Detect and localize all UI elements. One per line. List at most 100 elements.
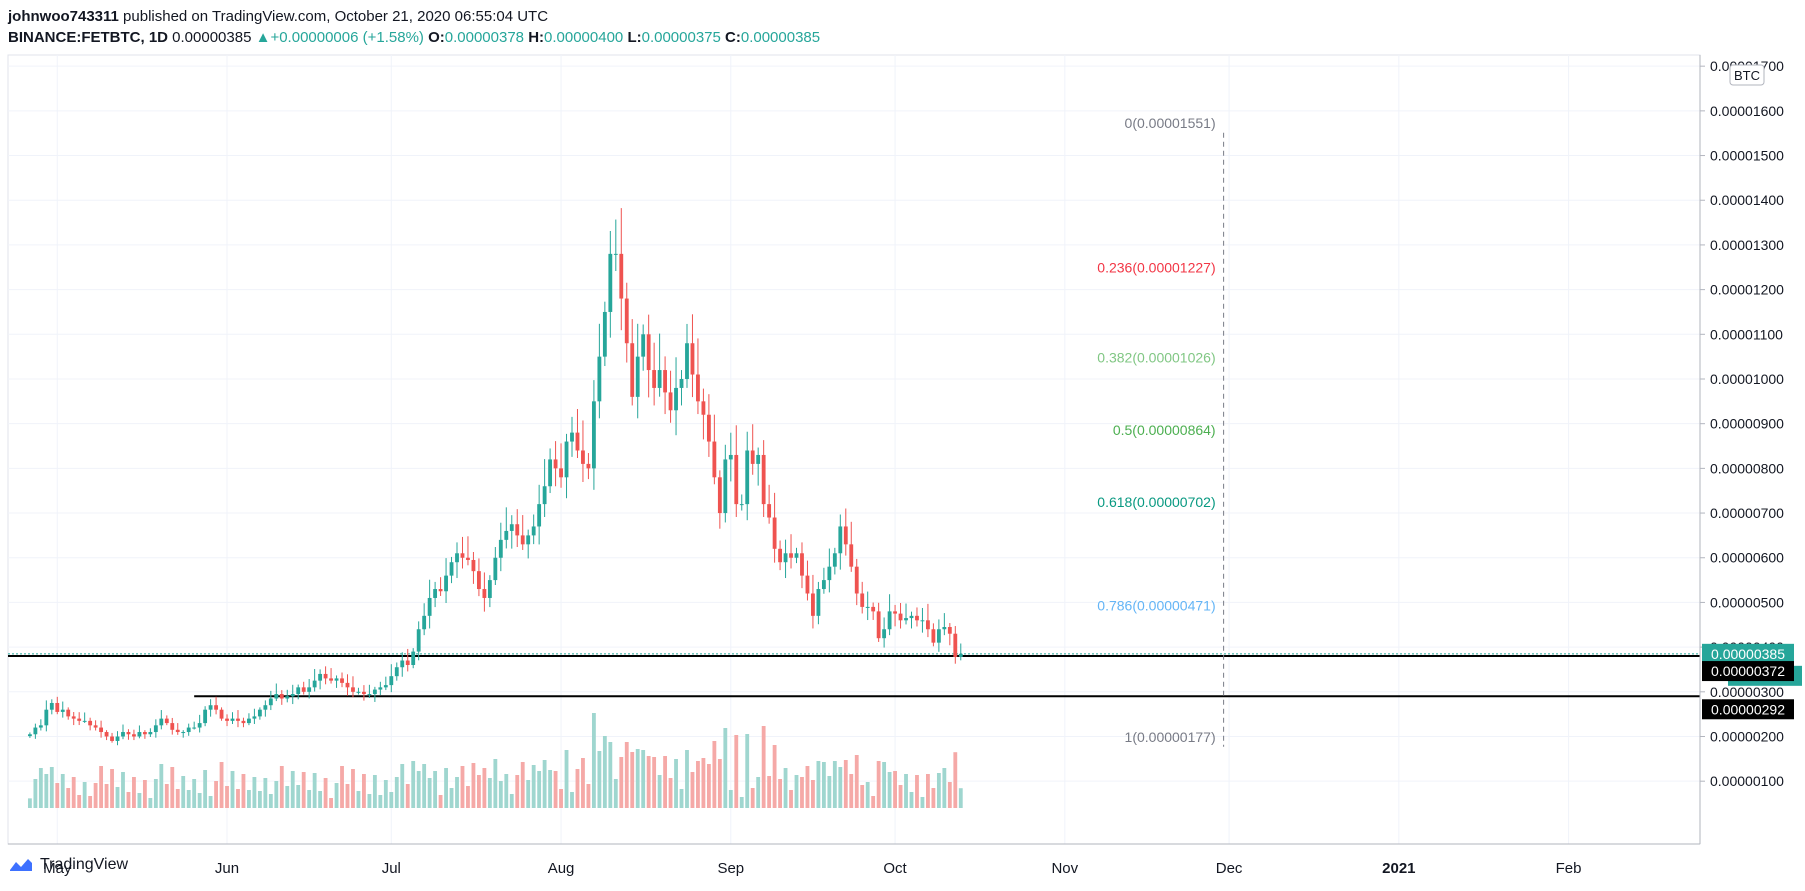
candle-body xyxy=(323,673,328,679)
candle-body xyxy=(756,454,761,464)
footer-brand[interactable]: TradingView xyxy=(8,856,128,874)
volume-bar xyxy=(717,759,722,808)
volume-bar xyxy=(449,788,454,808)
volume-bar xyxy=(504,774,509,808)
volume-bar xyxy=(99,766,104,808)
candle-body xyxy=(520,535,525,545)
y-tick-label: 0.00000800 xyxy=(1710,460,1784,476)
candles xyxy=(27,208,963,746)
low-value: 0.00000375 xyxy=(641,29,721,46)
volume-bar xyxy=(307,790,312,808)
candle-body xyxy=(619,253,624,299)
candle-body xyxy=(674,387,678,411)
candle-body xyxy=(685,343,689,379)
candle-body xyxy=(460,553,465,558)
candle-body xyxy=(690,343,695,375)
x-tick-label: Sep xyxy=(717,860,744,877)
volume-bar xyxy=(767,776,772,808)
candle-body xyxy=(509,524,514,531)
y-tick-label: 0.00000900 xyxy=(1710,416,1784,432)
volume-bar xyxy=(372,775,377,808)
price-tag-bg xyxy=(1702,699,1794,720)
volume-bar xyxy=(257,791,262,808)
volume-bar xyxy=(148,798,153,808)
volume-bar xyxy=(383,780,388,808)
candle-body xyxy=(192,727,197,729)
candle-body xyxy=(696,374,700,402)
candle-body xyxy=(312,680,317,688)
candle-body xyxy=(811,593,815,616)
volume-bar xyxy=(679,789,684,808)
candle-body xyxy=(356,691,361,693)
volume-bar xyxy=(132,777,136,808)
candle-body xyxy=(526,535,531,545)
volume-bar xyxy=(356,791,361,808)
x-tick-label: Dec xyxy=(1216,860,1243,877)
volume-bar xyxy=(186,790,191,808)
volume-bar xyxy=(953,752,958,808)
volume-bar xyxy=(82,782,87,808)
volume-bar xyxy=(909,792,914,808)
volume-bar xyxy=(800,777,804,808)
candle-body xyxy=(257,709,262,717)
fib-level-label: 0.786(0.00000471) xyxy=(1097,597,1215,613)
volume-bar xyxy=(197,793,202,808)
volume-bar xyxy=(849,774,854,808)
volume-bar xyxy=(936,773,941,808)
candle-body xyxy=(838,526,843,554)
volume-bar xyxy=(427,778,432,808)
y-tick-label: 0.00001500 xyxy=(1710,148,1784,164)
volume-bar xyxy=(696,761,700,808)
candle-body xyxy=(104,732,109,737)
candle-body xyxy=(230,718,235,721)
volume-bar xyxy=(88,796,93,808)
candle-body xyxy=(821,580,826,590)
currency-label: BTC xyxy=(1734,68,1760,83)
volume-bar xyxy=(93,783,98,808)
volume-bar xyxy=(312,773,317,808)
volume-bar xyxy=(816,761,821,808)
change-up-icon: ▲ xyxy=(255,29,271,46)
volume-bar xyxy=(548,770,553,808)
candle-body xyxy=(767,504,772,518)
volume-bar xyxy=(104,784,109,808)
candle-body xyxy=(909,615,914,619)
volume-bar xyxy=(805,766,810,808)
candle-body xyxy=(427,597,432,616)
volume-bar xyxy=(466,786,470,808)
volume-bar xyxy=(71,777,76,808)
candle-body xyxy=(542,486,547,505)
candle-body xyxy=(197,723,202,728)
volume-bar xyxy=(668,778,673,808)
y-tick-label: 0.00000100 xyxy=(1710,773,1784,789)
candle-body xyxy=(60,709,65,712)
candle-body xyxy=(307,687,312,692)
volume-bar xyxy=(871,796,876,808)
candle-body xyxy=(668,392,673,411)
candle-body xyxy=(340,678,344,683)
volume-bar xyxy=(821,762,826,808)
volume-bar xyxy=(208,796,213,808)
candle-body xyxy=(849,544,854,567)
volume-bar xyxy=(389,792,394,808)
author-name[interactable]: johnwoo743311 xyxy=(8,8,119,25)
price-tag-bg xyxy=(1702,643,1794,664)
candle-body xyxy=(405,660,410,665)
volume-bar xyxy=(367,794,372,808)
candle-body xyxy=(624,298,629,344)
volume-bar xyxy=(334,783,339,808)
candle-body xyxy=(750,450,755,464)
candle-body xyxy=(958,653,963,657)
candle-body xyxy=(88,720,93,726)
candle-body xyxy=(71,716,76,719)
candle-body xyxy=(657,370,662,388)
candle-body xyxy=(772,517,777,549)
volume-bar xyxy=(225,786,229,808)
candle-body xyxy=(142,732,147,735)
volume-bar xyxy=(487,778,492,808)
candle-body xyxy=(953,633,958,657)
candle-body xyxy=(876,611,881,639)
symbol-label[interactable]: BINANCE:FETBTC, 1D xyxy=(8,29,168,46)
candle-body xyxy=(942,627,947,630)
